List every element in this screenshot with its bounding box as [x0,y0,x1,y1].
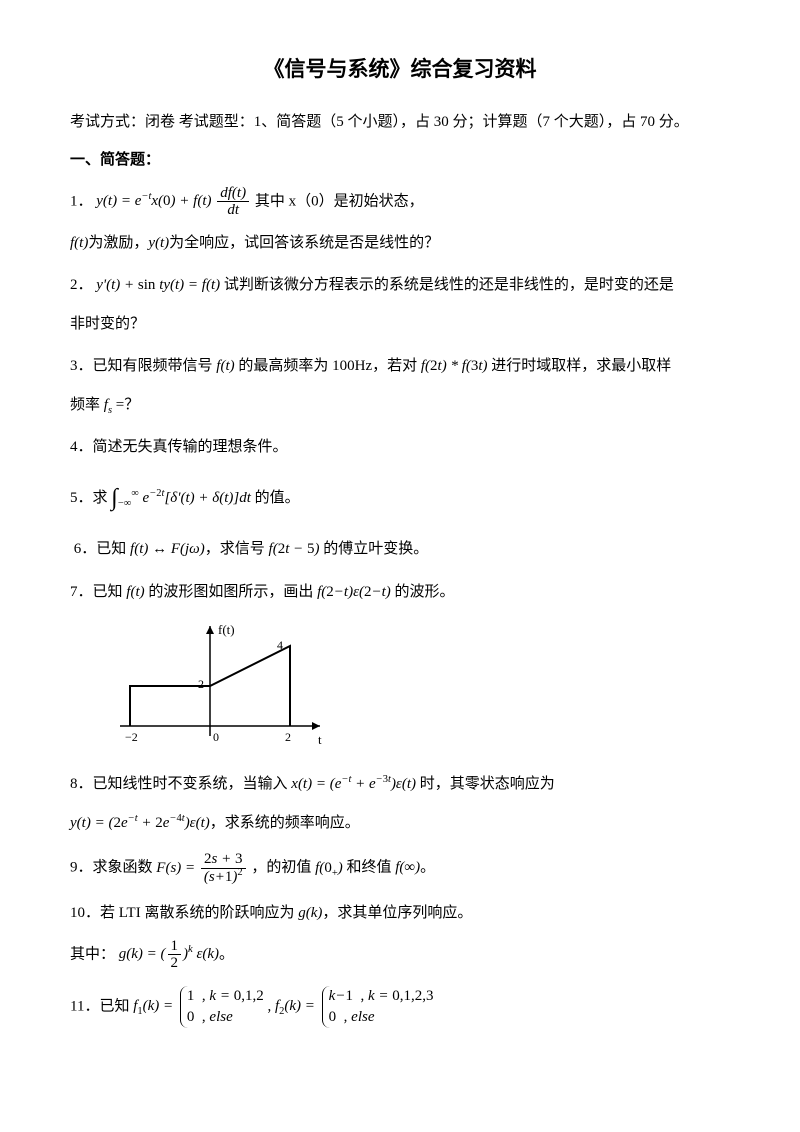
q9-num: 9． [70,860,93,876]
q2-tail: 试判断该微分方程表示的系统是线性的还是非线性的，是时变的还是 [224,277,674,293]
q9-f0: f(0+) [315,860,343,876]
question-10: 10．若 LTI 离散系统的阶跃响应为 g(k)，求其单位序列响应。 其中： g… [70,899,730,972]
question-5: 5．求 ∫−∞∞ e−2t[δ'(t) + δ(t)]dt 的值。 [70,476,730,522]
q3-num: 3． [70,358,93,374]
question-4: 4．简述无失真传输的理想条件。 [70,433,730,462]
q2-line2: 非时变的？ [70,310,730,339]
question-2: 2． y'(t) + sin ty(t) = f(t) 试判断该微分方程表示的系… [70,271,730,338]
svg-text:f(t): f(t) [218,622,235,637]
svg-text:2: 2 [285,730,291,744]
q5-num: 5． [70,490,93,506]
q1-num: 1． [70,193,93,209]
q7-graph: −2 0 2 2 4 f(t) t [110,616,340,756]
question-3: 3．已知有限频带信号 f(t) 的最高频率为 100Hz，若对 f(2t) * … [70,352,730,419]
question-7: 7．已知 f(t) 的波形图如图所示，画出 f(2−t)ε(2−t) 的波形。 … [70,578,730,757]
q10-num: 10． [70,905,100,921]
q5-expr: ∫−∞∞ e−2t[δ'(t) + δ(t)]dt [111,490,251,506]
question-8: 8．已知线性时不变系统，当输入 x(t) = (e−t + e−3t)ε(t) … [70,770,730,837]
question-6: 6．已知 f(t) ↔ F(jω)，求信号 f(2t − 5) 的傅立叶变换。 [70,535,730,564]
q7-f1: f(t) [126,584,144,600]
q4-num: 4． [70,439,93,455]
question-11: 11．已知 f1(k) = 1 , k = 0,1,2 0 , else , f… [70,986,730,1028]
q11-f2: f2(k) = k−1 , k = 0,1,2,3 0 , else [275,998,434,1014]
question-1: 1． y(t) = e−tx(0) + f(t) df(t)dt 其中 x（0）… [70,185,730,258]
q8-y: y(t) = (2e−t + 2e−4t)ε(t) [70,815,210,831]
q3-f1: f(t) [216,358,234,374]
svg-text:2: 2 [198,677,204,691]
q6-f1: f(t) ↔ F(jω) [130,541,205,557]
q4-text: 简述无失真传输的理想条件。 [93,439,288,455]
q9-Fs: F(s) = 2s + 3(s+1)2 [156,860,251,876]
q6-num: 6． [74,541,97,557]
q11-num: 11． [70,998,99,1014]
q3-fs: fs [104,397,112,413]
q8-x: x(t) = (e−t + e−3t)ε(t) [291,776,416,792]
q3-f2: f(2t) * f(3t) [421,358,488,374]
question-9: 9．求象函数 F(s) = 2s + 3(s+1)2 ，的初值 f(0+) 和终… [70,851,730,885]
q8-num: 8． [70,776,93,792]
svg-text:−2: −2 [125,730,138,744]
page-title: 《信号与系统》综合复习资料 [70,50,730,90]
svg-text:t: t [318,732,322,747]
svg-text:0: 0 [213,730,219,744]
svg-text:4: 4 [277,638,283,652]
q9-finf: f(∞) [395,860,420,876]
q7-f2: f(2−t)ε(2−t) [317,584,391,600]
q1-tail: 其中 x（0）是初始状态， [255,193,424,209]
q6-f2: f(2t − 5) [269,541,320,557]
q2-eq: y'(t) + sin ty(t) = f(t) [96,277,220,293]
q10-gexpr: g(k) = (12)k ε(k) [119,946,219,962]
q1-eq: y(t) = e−tx(0) + f(t) df(t)dt [96,193,255,209]
q11-f1: f1(k) = 1 , k = 0,1,2 0 , else [133,998,267,1014]
q2-num: 2． [70,277,93,293]
q10-g: g(k) [298,905,322,921]
exam-info: 考试方式：闭卷 考试题型：1、简答题（5 个小题），占 30 分；计算题（7 个… [70,108,730,137]
q7-num: 7． [70,584,93,600]
section-heading: 一、简答题： [70,146,730,175]
q1-line2-math: f(t) [70,235,88,251]
